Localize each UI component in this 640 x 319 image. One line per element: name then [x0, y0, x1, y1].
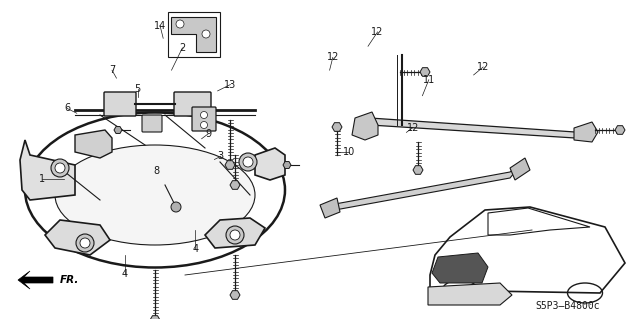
Text: 4: 4: [192, 244, 198, 254]
Text: FR.: FR.: [60, 275, 79, 285]
Text: 2: 2: [179, 43, 186, 53]
Circle shape: [76, 234, 94, 252]
Text: 12: 12: [371, 27, 384, 37]
Text: 11: 11: [422, 75, 435, 85]
Circle shape: [51, 159, 69, 177]
Polygon shape: [283, 161, 291, 168]
Text: 4: 4: [122, 269, 128, 279]
Text: 12: 12: [406, 122, 419, 133]
FancyBboxPatch shape: [192, 107, 216, 131]
Text: 10: 10: [342, 146, 355, 157]
Text: 6: 6: [64, 103, 70, 114]
Polygon shape: [320, 198, 340, 218]
Circle shape: [55, 163, 65, 173]
Text: 8: 8: [154, 166, 160, 176]
Circle shape: [200, 112, 207, 118]
Text: 12: 12: [326, 52, 339, 63]
Circle shape: [176, 20, 184, 28]
Polygon shape: [432, 253, 488, 283]
Polygon shape: [20, 140, 75, 200]
FancyBboxPatch shape: [174, 92, 211, 116]
Text: 5: 5: [134, 84, 141, 94]
Polygon shape: [230, 291, 240, 299]
Text: 9: 9: [205, 129, 211, 139]
Polygon shape: [114, 127, 122, 133]
Polygon shape: [150, 316, 160, 319]
Polygon shape: [335, 168, 515, 210]
Polygon shape: [615, 126, 625, 134]
Circle shape: [243, 157, 253, 167]
Text: S5P3–B4800c: S5P3–B4800c: [536, 301, 600, 311]
Polygon shape: [332, 123, 342, 131]
Circle shape: [80, 238, 90, 248]
FancyBboxPatch shape: [104, 92, 136, 116]
Text: 14: 14: [154, 20, 166, 31]
Text: 3: 3: [218, 151, 224, 161]
Polygon shape: [413, 166, 423, 174]
Polygon shape: [420, 68, 430, 76]
Polygon shape: [205, 218, 265, 248]
FancyBboxPatch shape: [142, 115, 162, 132]
Bar: [168, 12, 220, 57]
Polygon shape: [574, 122, 598, 142]
Polygon shape: [255, 148, 285, 180]
Polygon shape: [230, 181, 240, 189]
Polygon shape: [75, 130, 112, 158]
Circle shape: [200, 122, 207, 129]
Polygon shape: [428, 283, 512, 305]
Circle shape: [230, 230, 240, 240]
Circle shape: [171, 202, 181, 212]
Polygon shape: [18, 271, 53, 289]
Text: 13: 13: [224, 79, 237, 90]
Circle shape: [202, 30, 210, 38]
Text: 12: 12: [477, 62, 490, 72]
Text: 1: 1: [38, 174, 45, 184]
Polygon shape: [45, 220, 110, 255]
Polygon shape: [225, 161, 235, 169]
Circle shape: [226, 226, 244, 244]
Text: 7: 7: [109, 65, 115, 75]
Circle shape: [239, 153, 257, 171]
Polygon shape: [510, 158, 530, 180]
Polygon shape: [171, 17, 216, 52]
Ellipse shape: [55, 145, 255, 245]
Polygon shape: [352, 112, 378, 140]
Polygon shape: [370, 118, 578, 138]
